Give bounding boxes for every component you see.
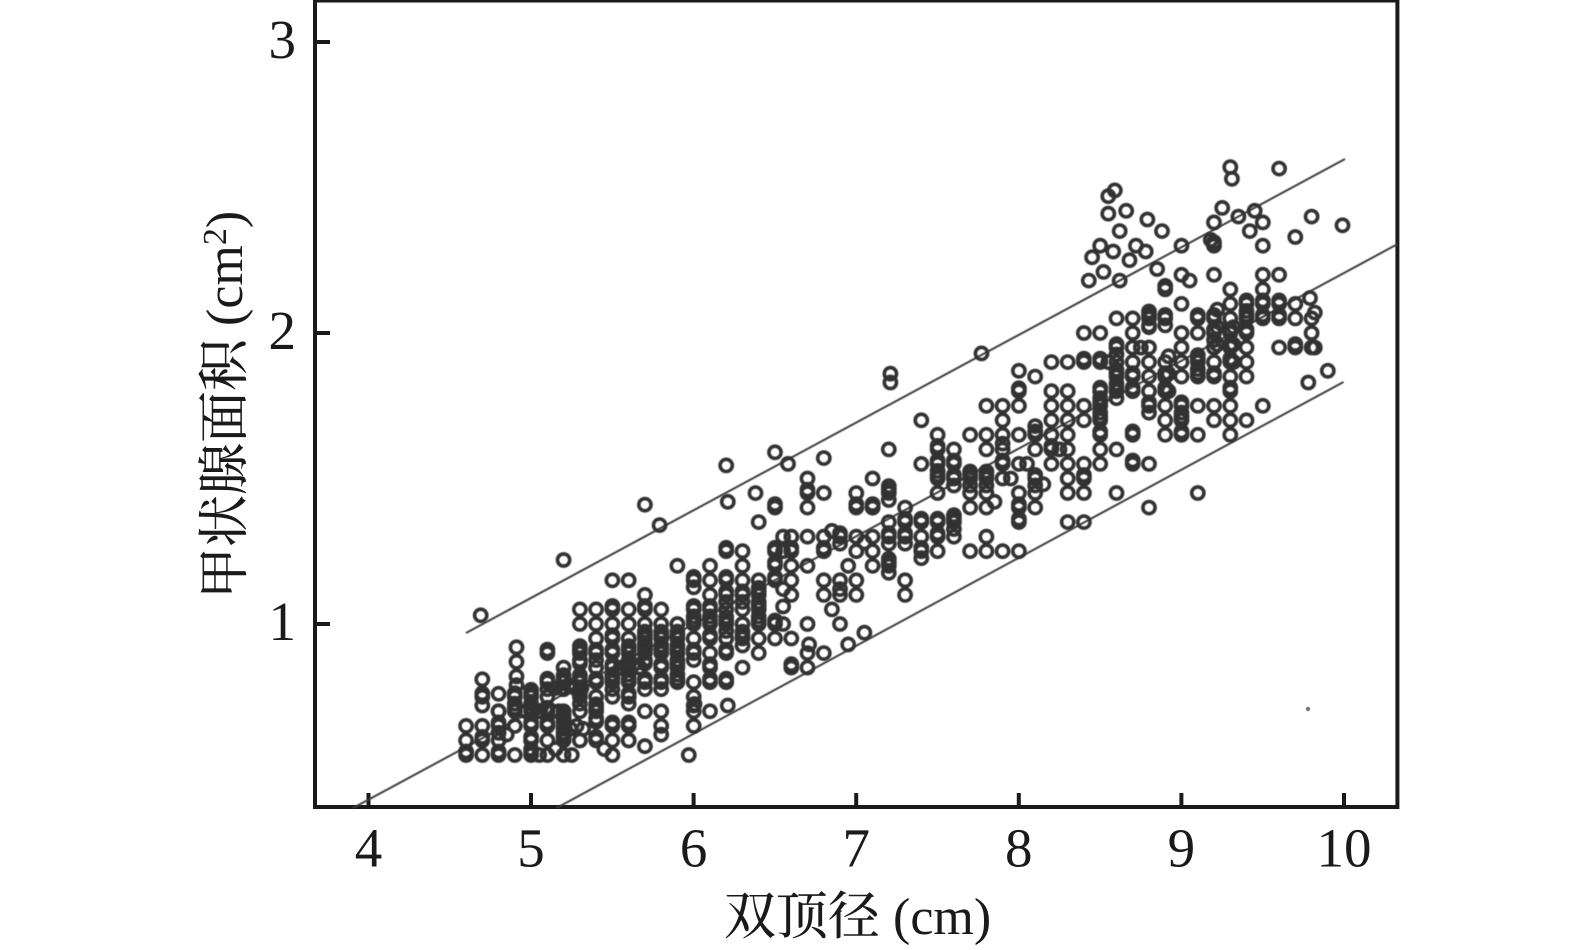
svg-text:(cm): (cm) — [893, 889, 991, 946]
svg-text:3: 3 — [269, 9, 297, 70]
svg-text:(cm2): (cm2) — [197, 211, 254, 326]
svg-text:6: 6 — [680, 818, 708, 879]
svg-text:7: 7 — [842, 818, 870, 879]
svg-text:1: 1 — [269, 591, 297, 652]
svg-text:8: 8 — [1005, 818, 1033, 879]
svg-text:10: 10 — [1317, 818, 1372, 879]
svg-text:5: 5 — [517, 818, 545, 879]
svg-text:9: 9 — [1168, 818, 1196, 879]
svg-text:4: 4 — [355, 818, 383, 879]
svg-text:2: 2 — [269, 300, 297, 361]
